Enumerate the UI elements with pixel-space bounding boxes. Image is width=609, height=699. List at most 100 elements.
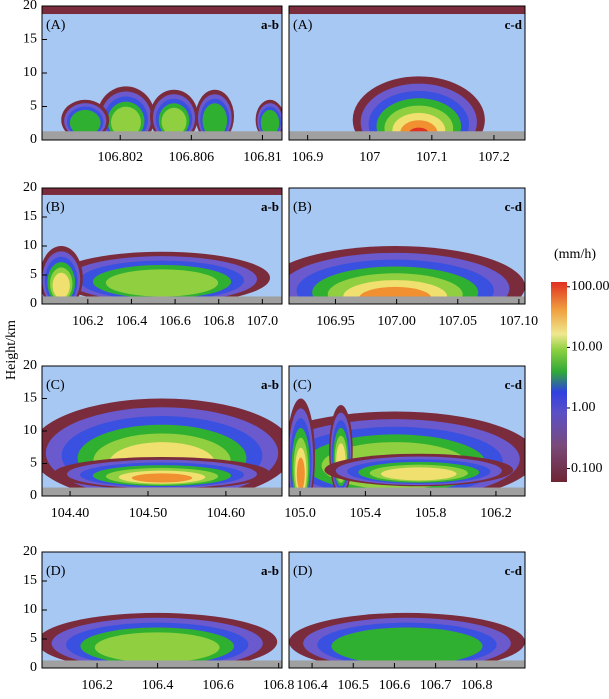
- ground: [42, 296, 282, 304]
- ground: [42, 131, 282, 140]
- x-tick-label: 106.2: [72, 314, 104, 329]
- top-echo-band: [42, 188, 282, 195]
- echo-region: [94, 632, 220, 663]
- y-tick-label: 0: [30, 132, 37, 147]
- ground: [289, 296, 525, 304]
- panel-corner-label: a-b: [261, 563, 279, 578]
- plot-frame: [288, 187, 526, 305]
- panel-corner-label: c-d: [505, 17, 523, 32]
- x-tick-label: 107.0: [247, 314, 279, 329]
- panel: [42, 366, 282, 496]
- x-tick-label: 104.60: [207, 506, 246, 521]
- x-tick-label: 106.802: [97, 150, 143, 165]
- y-tick-label: 10: [23, 65, 37, 80]
- y-tick-label: 0: [30, 660, 37, 675]
- echo-region: [131, 473, 193, 483]
- y-tick-label: 0: [30, 488, 37, 503]
- panel-corner-label: c-d: [505, 377, 523, 392]
- panel-label: (D): [46, 564, 66, 579]
- echo-region: [111, 106, 141, 139]
- echo-region: [202, 103, 228, 138]
- ground: [42, 660, 282, 668]
- x-tick-label: 106.4: [116, 314, 148, 329]
- x-tick-label: 104.40: [51, 506, 90, 521]
- echo-region: [296, 457, 305, 491]
- panel-label: (B): [46, 200, 65, 215]
- panel-label: (C): [293, 378, 312, 393]
- top-echo-band: [289, 6, 525, 15]
- colorbar-title: (mm/h): [554, 247, 596, 262]
- x-tick-label: 107.05: [438, 314, 477, 329]
- panel-corner-label: c-d: [505, 199, 523, 214]
- echo-region: [381, 467, 457, 481]
- x-tick-label: 106.81: [243, 150, 282, 165]
- ground: [289, 487, 525, 496]
- y-tick-label: 20: [23, 358, 37, 373]
- panel: [42, 188, 282, 304]
- colorbar-tick-label: 100.00: [571, 279, 609, 294]
- y-tick-label: 20: [23, 544, 37, 559]
- y-tick-label: 15: [23, 32, 37, 47]
- echo-region: [260, 109, 280, 136]
- colorbar: [551, 282, 567, 482]
- x-tick-label: 106.9: [292, 150, 324, 165]
- x-tick-label: 105.0: [284, 506, 316, 521]
- x-tick-label: 106.806: [169, 150, 215, 165]
- echo-region: [69, 109, 101, 136]
- plot-frame: [288, 365, 526, 497]
- x-tick-label: 106.8: [461, 678, 493, 693]
- y-tick-label: 10: [23, 423, 37, 438]
- y-tick-label: 15: [23, 391, 37, 406]
- echo-region: [331, 627, 483, 665]
- echo-region: [105, 269, 219, 297]
- panel-label: (A): [46, 18, 66, 33]
- x-tick-label: 106.8: [203, 314, 235, 329]
- y-tick-label: 5: [30, 267, 37, 282]
- ground: [289, 660, 525, 668]
- x-tick-label: 107.10: [500, 314, 539, 329]
- panel: [289, 552, 525, 668]
- x-tick-label: 107: [359, 150, 380, 165]
- y-tick-label: 15: [23, 573, 37, 588]
- top-echo-band: [42, 6, 282, 15]
- colorbar-tick-label: 10.00: [571, 340, 603, 355]
- x-tick-label: 106.5: [338, 678, 370, 693]
- ground: [42, 487, 282, 496]
- panel-label: (A): [293, 18, 313, 33]
- y-tick-label: 5: [30, 456, 37, 471]
- panel: [289, 366, 525, 496]
- panel-corner-label: a-b: [261, 17, 279, 32]
- x-tick-label: 106.2: [81, 678, 113, 693]
- x-tick-label: 107.2: [478, 150, 510, 165]
- x-tick-label: 107.00: [377, 314, 416, 329]
- panel: [42, 6, 282, 140]
- y-tick-label: 20: [23, 180, 37, 195]
- y-tick-label: 15: [23, 209, 37, 224]
- panel-corner-label: c-d: [505, 563, 523, 578]
- x-tick-label: 105.8: [415, 506, 447, 521]
- echo-region: [161, 107, 187, 136]
- panel-label: (C): [46, 378, 65, 393]
- panel: [289, 188, 525, 304]
- panel-label: (D): [293, 564, 313, 579]
- x-tick-label: 106.6: [202, 678, 234, 693]
- panel: [42, 552, 282, 668]
- y-tick-label: 10: [23, 238, 37, 253]
- x-tick-label: 107.1: [416, 150, 448, 165]
- panel-corner-label: a-b: [261, 377, 279, 392]
- panel: [289, 6, 525, 140]
- x-tick-label: 106.4: [296, 678, 328, 693]
- x-tick-label: 106.2: [480, 506, 512, 521]
- x-tick-label: 104.50: [129, 506, 168, 521]
- panel-corner-label: a-b: [261, 199, 279, 214]
- x-tick-label: 105.4: [350, 506, 382, 521]
- plot-frame: [288, 551, 526, 669]
- y-tick-label: 5: [30, 631, 37, 646]
- y-tick-label: 10: [23, 602, 37, 617]
- colorbar-tick-label: 0.100: [571, 461, 603, 476]
- x-tick-label: 106.6: [379, 678, 411, 693]
- x-tick-label: 106.95: [316, 314, 355, 329]
- x-tick-label: 106.7: [420, 678, 452, 693]
- x-tick-label: 106.4: [142, 678, 174, 693]
